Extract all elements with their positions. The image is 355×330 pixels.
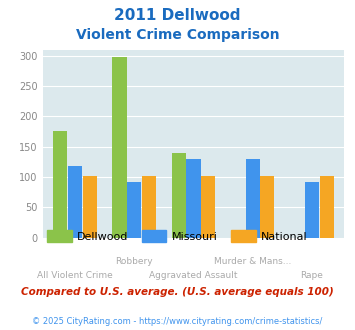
Bar bbox=[246, 159, 260, 238]
Text: Violent Crime Comparison: Violent Crime Comparison bbox=[76, 28, 279, 42]
Legend: Dellwood, Missouri, National: Dellwood, Missouri, National bbox=[43, 226, 312, 247]
Bar bbox=[83, 176, 97, 238]
Text: Robbery: Robbery bbox=[115, 257, 153, 266]
Bar bbox=[142, 176, 156, 238]
Text: All Violent Crime: All Violent Crime bbox=[37, 271, 113, 280]
Text: 2011 Dellwood: 2011 Dellwood bbox=[114, 8, 241, 23]
Bar bbox=[305, 182, 319, 238]
Bar bbox=[172, 153, 186, 238]
Text: Compared to U.S. average. (U.S. average equals 100): Compared to U.S. average. (U.S. average … bbox=[21, 287, 334, 297]
Bar bbox=[186, 159, 201, 238]
Text: © 2025 CityRating.com - https://www.cityrating.com/crime-statistics/: © 2025 CityRating.com - https://www.city… bbox=[32, 317, 323, 326]
Bar bbox=[68, 166, 82, 238]
Bar bbox=[127, 182, 141, 238]
Bar bbox=[320, 176, 334, 238]
Text: Murder & Mans...: Murder & Mans... bbox=[214, 257, 291, 266]
Bar bbox=[113, 57, 126, 238]
Text: Aggravated Assault: Aggravated Assault bbox=[149, 271, 238, 280]
Bar bbox=[261, 176, 274, 238]
Bar bbox=[53, 131, 67, 238]
Text: Rape: Rape bbox=[300, 271, 323, 280]
Bar bbox=[201, 176, 215, 238]
